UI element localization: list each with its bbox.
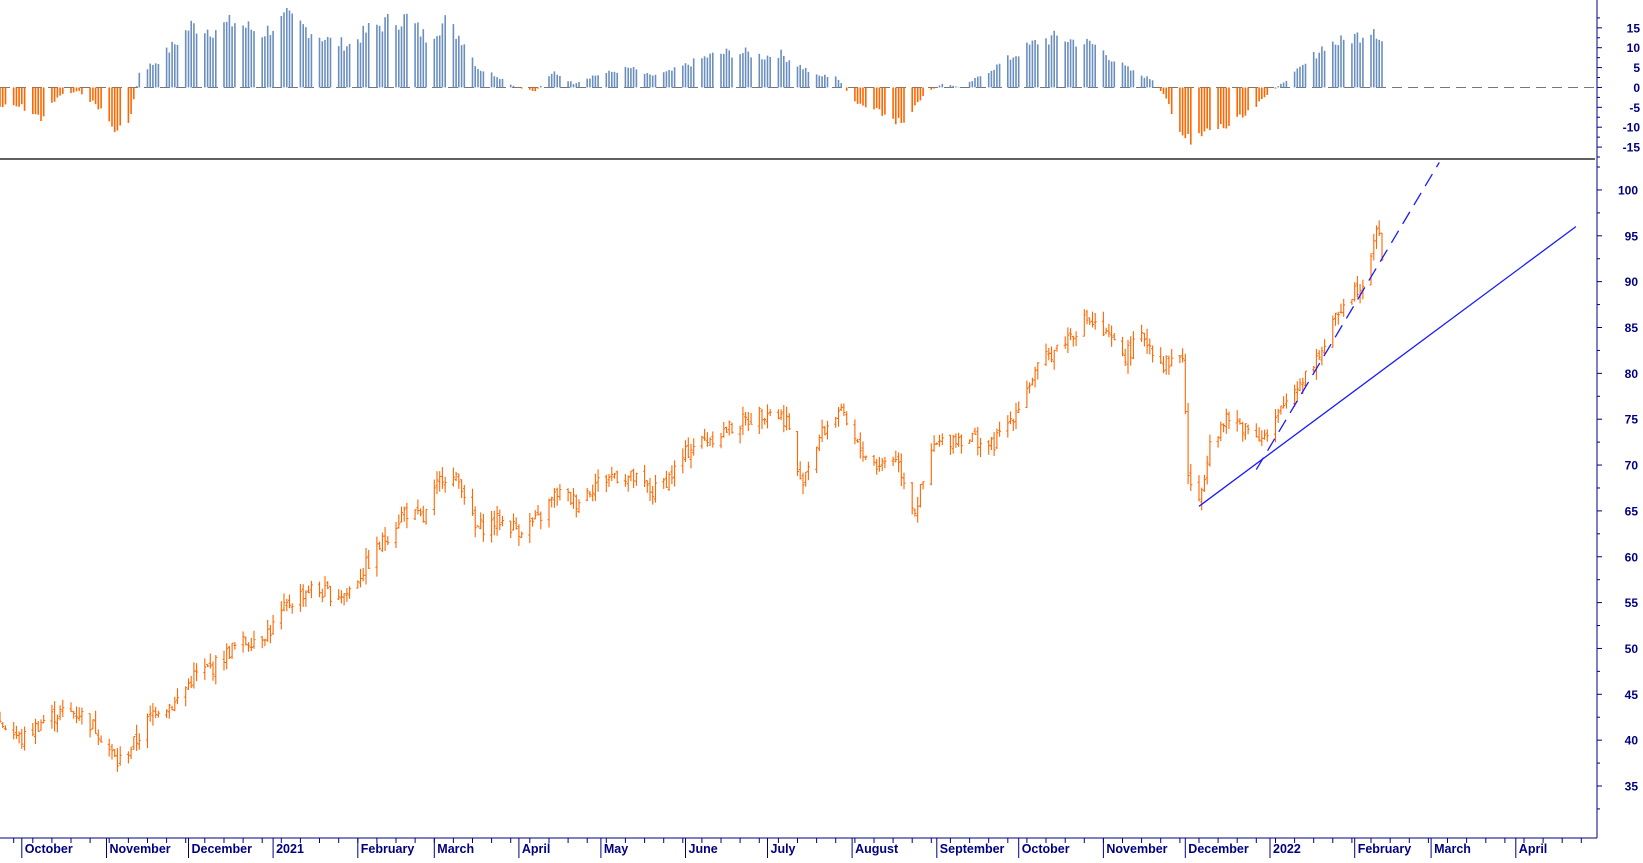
oscillator-panel	[0, 8, 1597, 145]
price-tick-label: 75	[1625, 413, 1639, 427]
price-tick-label: 55	[1625, 596, 1639, 610]
month-label: March	[437, 842, 474, 856]
month-label: June	[689, 842, 718, 856]
oscillator-tick-label: -10	[1623, 121, 1641, 135]
price-tick-label: 100	[1618, 183, 1638, 197]
month-label: April	[522, 842, 550, 856]
month-label: February	[361, 842, 415, 856]
price-tick-label: 60	[1625, 550, 1639, 564]
month-label: October	[25, 842, 73, 856]
price-tick-label: 40	[1625, 734, 1639, 748]
oscillator-tick-label: 15	[1627, 21, 1641, 35]
oscillator-tick-label: 10	[1627, 41, 1641, 55]
oscillator-tick-label: 5	[1633, 61, 1640, 75]
trendline-dashed	[1255, 162, 1440, 470]
month-label: March	[1434, 842, 1471, 856]
price-tick-label: 70	[1625, 459, 1639, 473]
month-label: November	[110, 842, 171, 856]
price-tick-label: 90	[1625, 275, 1639, 289]
month-label: July	[771, 842, 796, 856]
month-label: May	[604, 842, 628, 856]
price-tick-label: 35	[1625, 780, 1639, 794]
month-label: September	[940, 842, 1005, 856]
month-label: February	[1358, 842, 1412, 856]
trendline-solid	[1198, 226, 1577, 507]
price-tick-label: 95	[1625, 229, 1639, 243]
month-label: December	[1188, 842, 1249, 856]
price-tick-label: 85	[1625, 321, 1639, 335]
month-label: December	[192, 842, 253, 856]
oscillator-tick-label: -15	[1623, 141, 1641, 155]
price-tick-label: 65	[1625, 504, 1639, 518]
month-label: April	[1519, 842, 1547, 856]
price-tick-label: 80	[1625, 367, 1639, 381]
price-tick-label: 45	[1625, 688, 1639, 702]
month-label: November	[1106, 842, 1167, 856]
bottom-axis: October November December 2021 February March…	[0, 837, 1597, 858]
month-label: August	[855, 842, 899, 856]
month-label: October	[1022, 842, 1070, 856]
month-label: 2021	[276, 842, 304, 856]
oscillator-tick-label: 0	[1633, 81, 1640, 95]
price-panel	[0, 162, 1577, 772]
price-tick-label: 50	[1625, 642, 1639, 656]
right-axis: -15 -10 -5 0 5 10 15 35 40 45 50 55 60 65 70 75 80 85 90 95…	[1596, 0, 1641, 838]
oscillator-tick-label: -5	[1629, 101, 1640, 115]
month-label: 2022	[1273, 842, 1301, 856]
